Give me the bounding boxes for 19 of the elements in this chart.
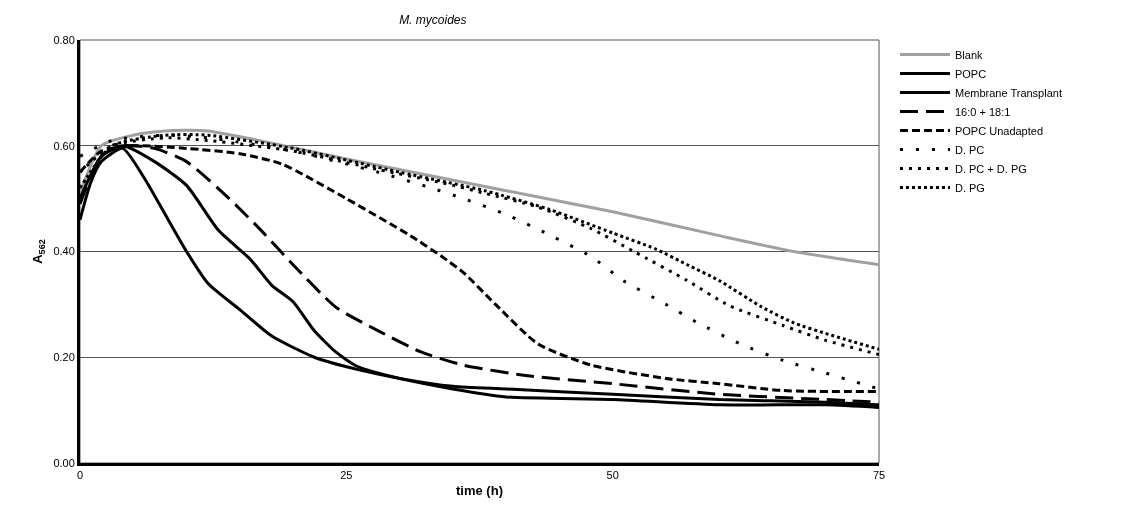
x-tick-label: 50 bbox=[606, 469, 619, 482]
legend-label: 16:0 + 18:1 bbox=[954, 105, 1011, 118]
legend-label: Membrane Transplant bbox=[954, 86, 1062, 99]
x-tick-label: 25 bbox=[340, 469, 353, 482]
x-axis-title: time (h) bbox=[456, 482, 503, 498]
y-tick-label: 0.60 bbox=[53, 139, 75, 152]
legend-label: D. PC bbox=[954, 143, 985, 156]
y-tick-label: 0.40 bbox=[53, 245, 75, 258]
legend-label: Blank bbox=[954, 48, 983, 61]
legend-label: POPC bbox=[954, 67, 987, 80]
y-tick-label: 0.00 bbox=[53, 456, 75, 469]
legend-label: POPC Unadapted bbox=[954, 124, 1044, 137]
y-tick-label: 0.80 bbox=[53, 33, 75, 46]
legend-label: D. PC + D. PG bbox=[954, 162, 1027, 175]
chart-title: M. mycoides bbox=[399, 13, 467, 28]
legend-label: D. PG bbox=[954, 181, 985, 194]
x-tick-label: 75 bbox=[872, 469, 886, 482]
y-tick-label: 0.20 bbox=[53, 351, 75, 364]
x-tick-label: 0 bbox=[76, 469, 84, 482]
